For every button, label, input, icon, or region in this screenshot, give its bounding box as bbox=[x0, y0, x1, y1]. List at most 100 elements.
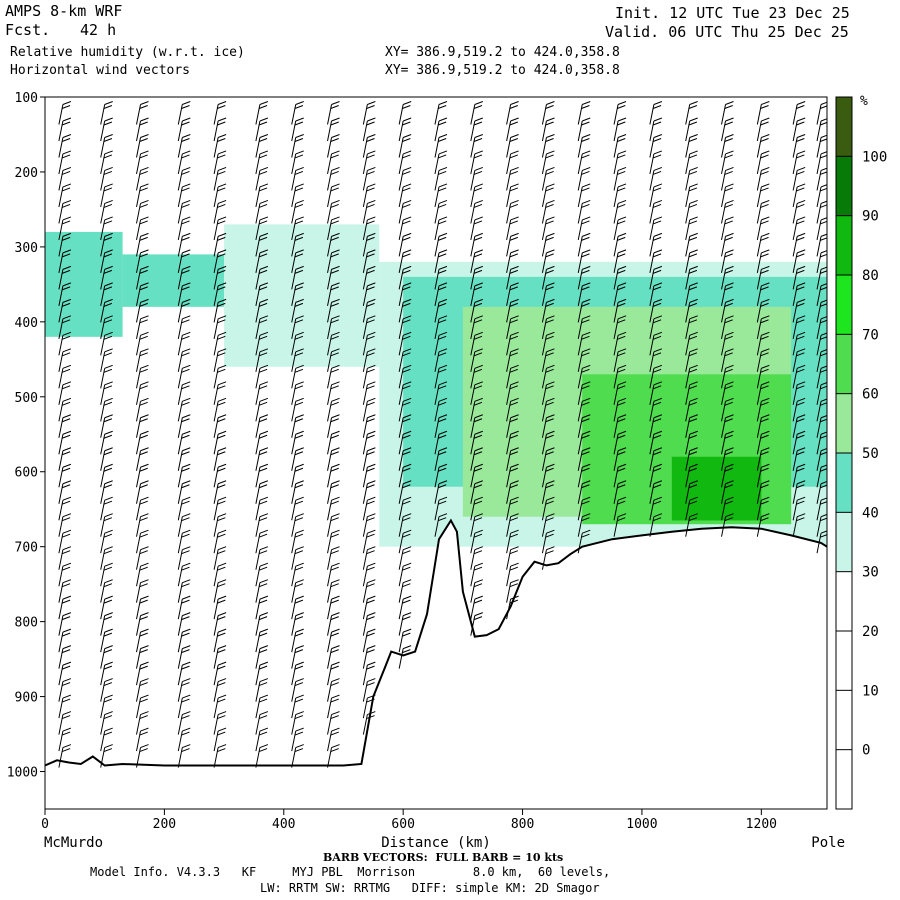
wind-barb-flag bbox=[688, 319, 698, 324]
wind-barb-flag bbox=[796, 183, 806, 188]
wind-barb-flag bbox=[725, 364, 734, 369]
wind-barb bbox=[291, 483, 297, 504]
wind-barb-flag bbox=[689, 166, 698, 171]
terrain-outline bbox=[45, 518, 827, 809]
wind-barb-flag bbox=[294, 682, 304, 687]
wind-barb bbox=[756, 450, 762, 471]
wind-barb bbox=[213, 335, 219, 356]
wind-barb bbox=[291, 500, 297, 521]
wind-barb-flag bbox=[330, 599, 339, 604]
wind-barb-flag bbox=[546, 183, 555, 188]
wind-barb bbox=[649, 417, 655, 438]
wind-barb-flag bbox=[259, 134, 269, 138]
wind-barb bbox=[58, 269, 64, 290]
wind-barb bbox=[721, 500, 727, 521]
wind-barb bbox=[792, 401, 798, 422]
wind-barb-flag bbox=[366, 500, 375, 505]
wind-barb-flag bbox=[796, 451, 805, 456]
wind-barb-flag bbox=[617, 203, 626, 208]
wind-barb bbox=[58, 236, 64, 257]
colorbar-label: 20 bbox=[862, 624, 879, 640]
wind-barb-flag bbox=[438, 286, 447, 291]
wind-barb bbox=[291, 302, 297, 323]
wind-barb-flag bbox=[402, 150, 412, 155]
wind-barb-flag bbox=[259, 397, 269, 402]
wind-barb-flag bbox=[724, 170, 733, 175]
wind-barb bbox=[291, 615, 297, 636]
wind-barb bbox=[434, 186, 440, 208]
wind-barb bbox=[756, 252, 762, 273]
wind-barb bbox=[177, 648, 183, 669]
wind-barb-flag bbox=[474, 562, 483, 567]
wind-barb bbox=[470, 236, 476, 257]
wind-barb-flag bbox=[258, 368, 268, 373]
wind-barb bbox=[213, 533, 219, 554]
wind-barb-flag bbox=[61, 698, 71, 703]
wind-barb bbox=[721, 450, 727, 471]
wind-barb-flag bbox=[545, 286, 554, 291]
wind-barb-flag bbox=[402, 232, 412, 237]
wind-barb-flag bbox=[438, 397, 448, 402]
wind-barb-flag bbox=[760, 434, 769, 439]
wind-barb-flag bbox=[217, 529, 227, 534]
wind-barb bbox=[362, 516, 368, 537]
wind-barb-flag bbox=[61, 352, 71, 357]
wind-barb bbox=[100, 665, 106, 686]
wind-barb bbox=[58, 434, 64, 455]
wind-barb-flag bbox=[546, 216, 555, 221]
wind-barb-flag bbox=[331, 430, 340, 435]
wind-barb-flag bbox=[474, 282, 483, 287]
wind-barb-flag bbox=[61, 748, 71, 753]
x-tick-label: 800 bbox=[511, 817, 534, 832]
wind-barb-flag bbox=[295, 348, 304, 353]
wind-barb-flag bbox=[104, 249, 113, 254]
wind-barb bbox=[649, 153, 655, 175]
wind-barb-flag bbox=[103, 187, 113, 192]
wind-barb-flag bbox=[796, 434, 805, 439]
wind-barb bbox=[613, 120, 619, 142]
wind-barb-flag bbox=[258, 220, 268, 225]
wind-barb bbox=[470, 252, 476, 273]
wind-barb-flag bbox=[104, 134, 113, 138]
wind-barb-flag bbox=[331, 364, 340, 369]
wind-barb bbox=[291, 599, 297, 620]
wind-barb-flag bbox=[217, 496, 227, 501]
wind-barb-flag bbox=[402, 249, 412, 254]
wind-barb-flag bbox=[546, 315, 555, 320]
wind-barb-flag bbox=[509, 286, 518, 291]
wind-barb bbox=[362, 434, 368, 455]
wind-barb-flag bbox=[761, 282, 770, 287]
wind-barb-flag bbox=[367, 612, 376, 617]
wind-barb bbox=[506, 500, 512, 521]
wind-barb-flag bbox=[367, 216, 376, 221]
wind-barb-flag bbox=[140, 249, 149, 254]
wind-barb bbox=[255, 170, 261, 191]
wind-barb-flag bbox=[689, 496, 698, 501]
wind-barb-flag bbox=[294, 698, 304, 703]
wind-barb-flag bbox=[62, 199, 72, 204]
wind-barb-flag bbox=[295, 183, 304, 188]
wind-barb bbox=[100, 236, 106, 257]
wind-barb-flag bbox=[438, 401, 447, 406]
wind-barb-flag bbox=[820, 134, 827, 138]
wind-barb-flag bbox=[103, 467, 113, 472]
wind-barb-flag bbox=[438, 269, 447, 274]
wind-barb bbox=[721, 203, 727, 224]
wind-barb-flag bbox=[259, 183, 269, 188]
wind-barb bbox=[434, 368, 440, 389]
wind-barb-flag bbox=[139, 550, 148, 555]
wind-barb-flag bbox=[402, 628, 412, 633]
wind-barb-flag bbox=[689, 513, 698, 518]
wind-barb-flag bbox=[330, 451, 339, 456]
wind-barb-flag bbox=[181, 170, 190, 175]
wind-barb-flag bbox=[402, 649, 411, 654]
wind-barb bbox=[506, 549, 512, 570]
wind-barb bbox=[470, 401, 476, 422]
wind-barb bbox=[291, 368, 297, 389]
wind-barb-flag bbox=[139, 715, 148, 720]
wind-barb bbox=[100, 747, 106, 768]
wind-barb-flag bbox=[139, 533, 148, 538]
wind-barb bbox=[213, 252, 219, 273]
wind-barb bbox=[816, 384, 822, 405]
wind-barb-flag bbox=[688, 302, 698, 307]
